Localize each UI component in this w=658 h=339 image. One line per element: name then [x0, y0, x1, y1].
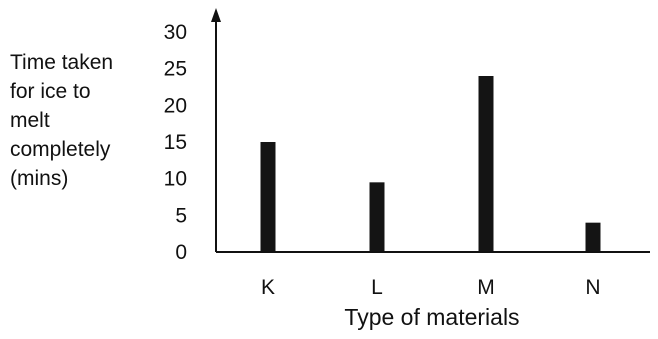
y-axis-label-line: (mins): [10, 167, 68, 190]
y-tick-label: 20: [164, 94, 187, 117]
y-axis-label: Time taken for ice to melt completely (m…: [10, 51, 113, 190]
y-tick-label: 5: [175, 204, 187, 227]
bar-m: [478, 76, 494, 252]
y-axis-label-line: completely: [10, 138, 111, 161]
y-axis-label-line: Time taken: [10, 51, 113, 74]
bars: [260, 76, 601, 252]
x-axis-label: Type of materials: [344, 304, 519, 330]
y-tick-labels: 0 5 10 15 20 25 30: [164, 21, 187, 264]
y-tick-label: 0: [175, 241, 187, 264]
y-axis-label-line: for ice to: [10, 80, 91, 103]
x-tick-label: L: [371, 276, 383, 299]
x-tick-label: N: [585, 276, 600, 299]
y-tick-label: 25: [164, 58, 187, 81]
x-tick-label: M: [477, 276, 495, 299]
bar-l: [369, 182, 385, 252]
y-tick-label: 10: [164, 168, 187, 191]
bar-k: [260, 142, 276, 252]
x-tick-label: K: [261, 276, 275, 299]
y-tick-label: 15: [164, 131, 187, 154]
bar-n: [585, 222, 601, 252]
y-axis-label-line: melt: [10, 109, 50, 132]
y-axis-arrow-icon: [211, 8, 221, 22]
y-tick-label: 30: [164, 21, 187, 44]
x-tick-labels: K L M N: [261, 276, 601, 299]
